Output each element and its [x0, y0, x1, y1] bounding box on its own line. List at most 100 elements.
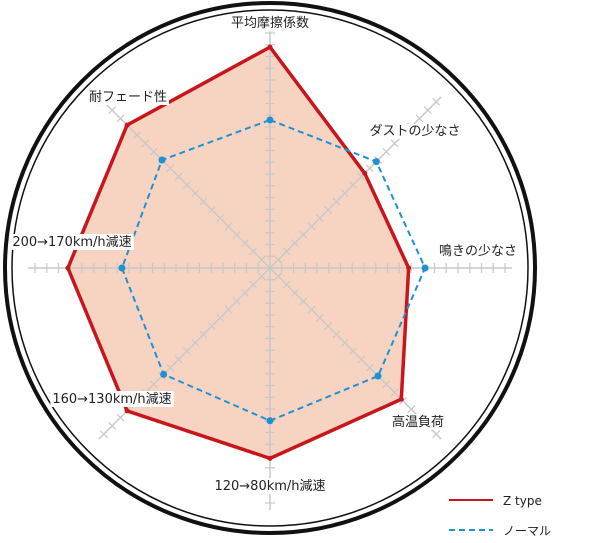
axis-tick: [357, 172, 366, 181]
data-point: [406, 265, 412, 271]
axis-label-bg: [212, 478, 328, 494]
legend-label: ノーマル: [503, 524, 551, 538]
axis-label: 耐フェード性: [89, 90, 167, 105]
axis-tick: [257, 255, 266, 264]
axis-tick: [241, 239, 250, 248]
data-point: [266, 417, 274, 425]
axis-label-bg: [50, 391, 174, 407]
axis-tick: [182, 180, 191, 189]
axis-label-group: 鳴きの少なさ: [436, 244, 520, 259]
data-point: [372, 158, 380, 166]
data-point: [267, 455, 273, 461]
axis-tick: [282, 247, 291, 256]
axis-tick: [290, 288, 299, 297]
axis-tick: [199, 197, 208, 206]
axis-tick: [216, 313, 225, 322]
axis-tick: [332, 197, 341, 206]
axis-label: 120→80km/h減速: [214, 478, 325, 494]
axis-tick: [174, 355, 183, 364]
data-point: [398, 396, 404, 402]
data-point: [158, 156, 166, 164]
axis-label-group: 耐フェード性: [86, 90, 170, 105]
axis-tick: [315, 214, 324, 223]
axis-tick: [365, 363, 374, 372]
axis-label-group: 200→170km/h減速: [10, 234, 134, 250]
axis-tick: [324, 205, 333, 214]
axis-tick: [324, 322, 333, 331]
axis-tick: [307, 222, 316, 231]
axis-tick: [241, 288, 250, 297]
axis-tick: [249, 247, 258, 256]
axis-tick: [382, 147, 391, 156]
axis-tick: [390, 388, 399, 397]
axis-label: 鳴きの少なさ: [439, 244, 517, 259]
axis-label-group: 高温負荷: [389, 414, 447, 430]
axis-tick: [274, 272, 283, 281]
axis-tick: [207, 205, 216, 214]
axis-tick: [432, 430, 441, 439]
axis-tick: [357, 355, 366, 364]
axis-tick: [407, 405, 416, 414]
axis-label-bg: [436, 244, 520, 259]
axis-tick: [224, 222, 233, 231]
axis-tick: [365, 164, 374, 173]
data-point: [374, 372, 382, 380]
axis-tick: [174, 172, 183, 181]
axis-tick: [116, 114, 125, 123]
axis-tick: [232, 230, 241, 239]
data-point: [267, 44, 273, 50]
axis-label: 高温負荷: [392, 414, 444, 430]
axis-tick: [340, 189, 349, 198]
axis-tick: [166, 164, 175, 173]
axis-tick: [282, 280, 291, 289]
axis-tick: [191, 189, 200, 198]
legend-label: Z type: [503, 494, 542, 508]
axis-tick: [382, 380, 391, 389]
outer-ring: [3, 1, 537, 535]
axis-tick: [133, 131, 142, 140]
axis-tick: [390, 139, 399, 148]
axis-tick: [307, 305, 316, 314]
axis-tick: [349, 347, 358, 356]
axis-tick: [108, 106, 117, 115]
axis-tick: [274, 255, 283, 264]
axis-tick: [199, 330, 208, 339]
data-point: [124, 122, 130, 128]
axis-tick: [423, 106, 432, 115]
axis-label-group: 平均摩擦係数: [228, 15, 312, 31]
axis-tick: [141, 139, 150, 148]
data-point: [160, 370, 168, 378]
axis-label-bg: [86, 90, 170, 105]
axis-label-bg: [367, 124, 463, 139]
axis-tick: [149, 147, 158, 156]
axis-label-group: 160→130km/h減速: [50, 391, 174, 407]
axis-tick: [332, 330, 341, 339]
data-point: [362, 170, 368, 176]
axis-line: [269, 267, 442, 440]
axis-tick: [340, 338, 349, 347]
axis-label-group: ダストの少なさ: [367, 124, 463, 139]
axis-label: 200→170km/h減速: [12, 234, 131, 250]
series-fill-z-type: [67, 47, 409, 459]
axis-tick: [432, 97, 441, 106]
axis-tick: [116, 413, 125, 422]
axis-tick: [299, 230, 308, 239]
inner-ring: [11, 9, 529, 527]
axis-tick: [315, 313, 324, 322]
axis-tick: [149, 380, 158, 389]
axis-tick: [108, 421, 117, 430]
axis-label-bg: [228, 15, 312, 31]
axis-tick: [249, 280, 258, 289]
axis-tick: [216, 214, 225, 223]
data-point: [118, 264, 126, 272]
axis-label: 160→130km/h減速: [52, 391, 171, 407]
data-point: [421, 264, 429, 272]
axis-label-bg: [389, 414, 447, 430]
axis-label-bg: [10, 234, 134, 250]
axis-tick: [415, 114, 424, 123]
data-point: [124, 408, 130, 414]
axis-tick: [166, 363, 175, 372]
axis-tick: [182, 347, 191, 356]
axis-tick: [299, 297, 308, 306]
